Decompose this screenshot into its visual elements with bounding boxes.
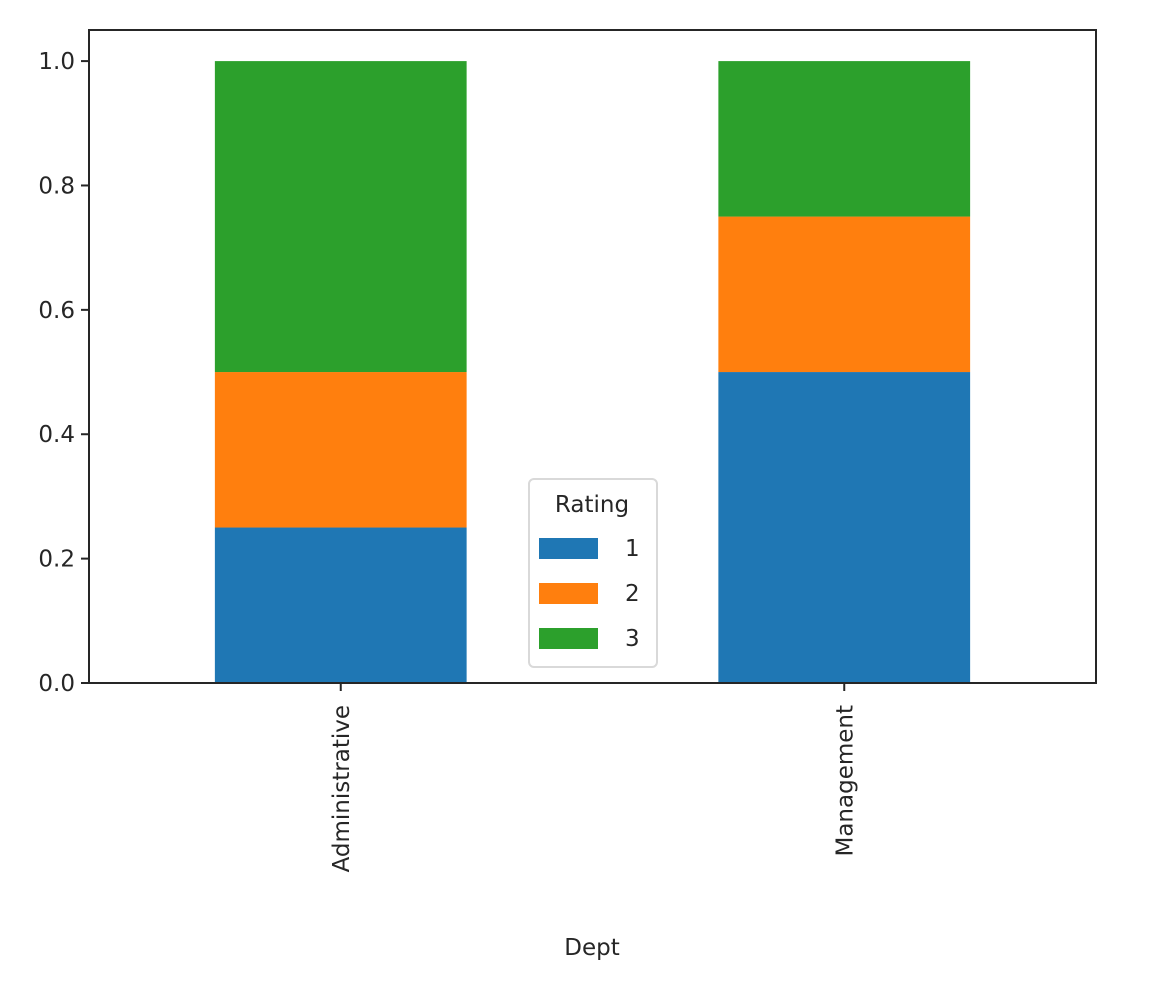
bar-management-rating-3 [718,61,971,217]
y-tick-label: 0.2 [38,547,75,573]
bars-layer [214,61,971,683]
y-axis: 0.0 0.2 0.4 0.6 0.8 1.0 [38,49,89,697]
plot-frame [88,29,1097,684]
legend-box [528,478,658,668]
legend-title: Rating [555,492,629,518]
y-tick-label: 0.0 [38,671,75,697]
bar-administrative-rating-3 [214,61,467,373]
bar-administrative-rating-2 [214,372,467,528]
legend-label-2: 2 [625,581,640,607]
legend-label-3: 3 [625,626,640,652]
legend-swatch-1 [539,538,598,559]
legend-label-1: 1 [625,536,640,562]
x-tick-label-management: Management [832,705,858,857]
bar-management-rating-2 [718,216,971,373]
y-tick-label: 0.8 [38,173,75,199]
y-tick-label: 0.4 [38,422,75,448]
y-tick-label: 0.6 [38,298,75,324]
bar-administrative-rating-1 [214,527,467,683]
legend-swatch-3 [539,628,598,649]
y-tick-label: 1.0 [38,49,75,75]
bar-management-rating-1 [718,372,971,683]
legend-swatch-2 [539,583,598,604]
x-tick-label-administrative: Administrative [329,705,355,872]
x-axis: Administrative Management [329,683,858,872]
x-axis-title: Dept [564,935,619,961]
legend: Rating 1 2 3 [528,478,658,668]
legend-items: 1 2 3 [539,536,640,652]
